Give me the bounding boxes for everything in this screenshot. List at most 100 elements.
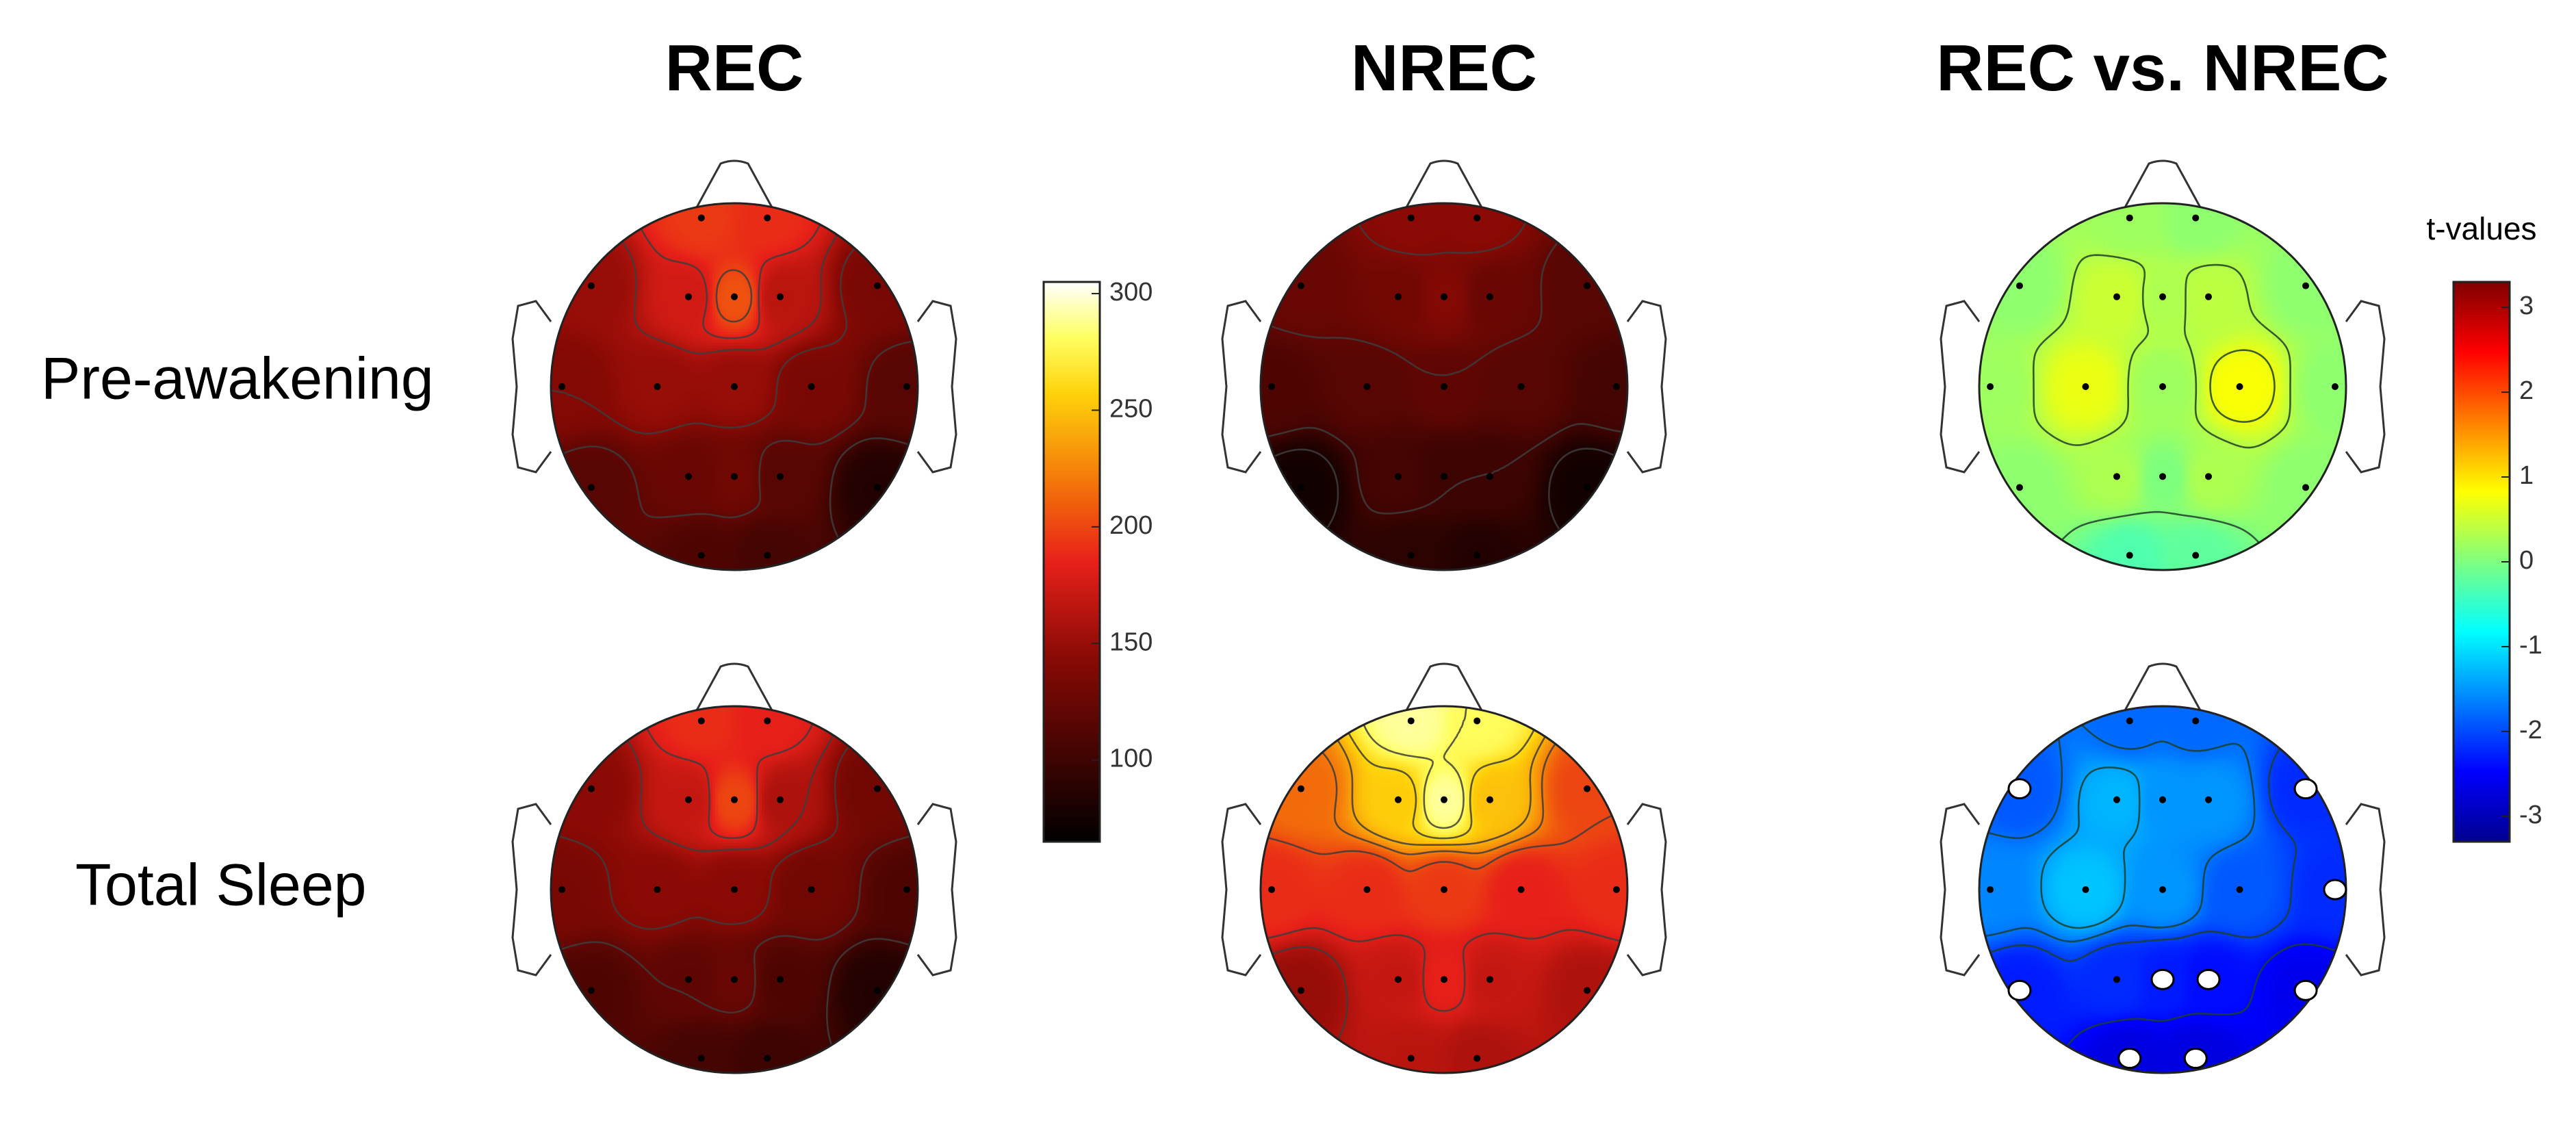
electrode-t4 — [1612, 886, 1620, 893]
panel-pre-awakening-nrec — [1221, 159, 1667, 571]
electrode-p4 — [1486, 473, 1493, 480]
electrode-c4 — [2236, 383, 2243, 390]
electrode-f4 — [1486, 293, 1493, 300]
electrode-cz — [731, 886, 738, 893]
electrode-t3 — [1268, 383, 1276, 390]
electrode-t5 — [2015, 484, 2023, 491]
electrode-f8-significant — [2293, 778, 2318, 800]
column-title-nrec: NREC — [1351, 31, 1537, 105]
colorbar-gradient — [2452, 281, 2511, 843]
electrode-fz — [731, 293, 738, 300]
electrode-fp2 — [2192, 717, 2200, 725]
electrode-p3 — [2113, 473, 2120, 480]
electrode-cz — [2159, 886, 2166, 893]
electrode-fp2 — [1473, 717, 1481, 725]
panel-pre-awakening-rec — [511, 159, 957, 571]
colorbar-t: 3 2 1 0 -1 -2 -3 t-values — [2426, 211, 2542, 843]
electrode-t3 — [1987, 383, 1994, 390]
electrode-t6 — [1584, 484, 1591, 491]
electrode-t5 — [1297, 484, 1304, 491]
electrode-f4 — [2205, 293, 2212, 300]
contours-panel-total-sleep-rec — [551, 706, 918, 1073]
colorbar-tick-label: 0 — [2519, 546, 2534, 575]
electrode-fz — [1441, 796, 1447, 803]
electrode-t6 — [2302, 484, 2310, 491]
electrode-fp2 — [1473, 214, 1481, 222]
column-title-rec: REC — [665, 31, 804, 105]
colorbar-power: 100 150 200 250 300 — [1042, 278, 1152, 843]
electrode-o1 — [2126, 552, 2133, 559]
electrode-p3 — [685, 473, 692, 480]
electrode-f4 — [777, 293, 784, 300]
electrode-f4 — [2205, 796, 2212, 803]
row-label-total-sleep: Total Sleep — [75, 853, 367, 918]
electrode-c3 — [2082, 383, 2089, 390]
nose — [695, 159, 773, 208]
head-outline — [550, 705, 919, 1074]
electrode-fp1 — [1407, 214, 1415, 222]
colorbar-tick-label: 3 — [2519, 292, 2534, 320]
colorbar-tick-label: -3 — [2519, 801, 2542, 829]
electrode-c3 — [2082, 886, 2089, 893]
electrode-f8 — [874, 282, 881, 289]
left-ear — [1221, 300, 1262, 474]
nose — [2124, 662, 2202, 711]
electrode-f7 — [587, 785, 595, 792]
head-outline — [1259, 705, 1629, 1074]
electrode-o2-significant — [2183, 1048, 2208, 1070]
electrode-f7 — [1297, 785, 1304, 792]
electrode-o2 — [764, 1055, 771, 1062]
nose — [695, 662, 773, 711]
electrode-c3 — [1363, 886, 1371, 893]
nose — [1405, 159, 1483, 208]
electrode-t4 — [2331, 383, 2339, 390]
right-ear — [1626, 300, 1667, 474]
electrode-pz — [1441, 976, 1447, 983]
electrode-c4 — [1517, 383, 1525, 390]
electrode-t6-significant — [2293, 979, 2318, 1001]
electrode-pz — [731, 473, 738, 480]
column-title-rec-vs-nrec: REC vs. NREC — [1936, 31, 2389, 105]
electrode-fz — [1441, 293, 1447, 300]
colorbar-tick-label: 150 — [1109, 628, 1152, 656]
electrode-o1-significant — [2117, 1048, 2142, 1070]
left-ear — [511, 300, 552, 474]
electrode-cz — [1441, 383, 1447, 390]
electrode-p4 — [777, 473, 784, 480]
electrode-c3 — [1363, 383, 1371, 390]
electrode-t5 — [587, 987, 595, 994]
electrode-t5 — [1297, 987, 1304, 994]
electrode-f8 — [1584, 282, 1591, 289]
electrode-pz — [731, 976, 738, 983]
electrode-fp2 — [764, 717, 771, 725]
electrode-f3 — [685, 796, 692, 803]
electrode-t4 — [903, 886, 910, 893]
head-outline — [1259, 202, 1629, 571]
electrode-o2 — [1473, 1055, 1481, 1062]
colorbar-tick-label: 250 — [1109, 394, 1152, 423]
electrode-c4 — [808, 383, 815, 390]
right-ear — [916, 803, 957, 977]
colorbar-gradient — [1042, 281, 1101, 843]
electrode-t3 — [1268, 886, 1276, 893]
electrode-f4 — [777, 796, 784, 803]
panel-total-sleep-rec-vs-nrec — [1940, 662, 2386, 1074]
electrode-f3 — [2113, 796, 2120, 803]
electrode-fp1 — [2126, 214, 2133, 222]
panel-pre-awakening-rec-vs-nrec — [1940, 159, 2386, 571]
electrode-t5 — [587, 484, 595, 491]
electrode-p4 — [777, 976, 784, 983]
right-ear — [2345, 803, 2386, 977]
electrode-c4 — [2236, 886, 2243, 893]
electrode-f3 — [1395, 796, 1402, 803]
electrode-o1 — [697, 1055, 705, 1062]
electrode-f3 — [2113, 293, 2120, 300]
electrode-fp1 — [697, 214, 705, 222]
electrode-t6 — [874, 987, 881, 994]
electrode-c3 — [654, 383, 661, 390]
panel-total-sleep-nrec — [1221, 662, 1667, 1074]
electrode-cz — [731, 383, 738, 390]
electrode-fp2 — [2192, 214, 2200, 222]
electrode-f8 — [874, 785, 881, 792]
colorbar-title: t-values — [2426, 211, 2536, 246]
